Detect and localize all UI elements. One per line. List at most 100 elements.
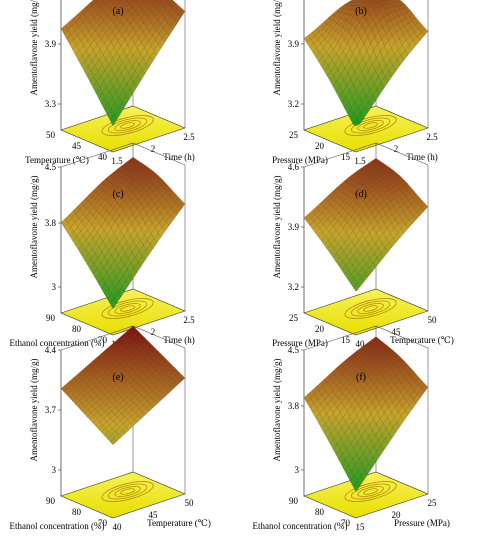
surface-cell xyxy=(112,90,120,103)
surface-cell xyxy=(343,2,352,6)
surface-cell xyxy=(112,362,120,370)
surface-cell xyxy=(117,285,126,298)
right-axis-tick-label: 1.5 xyxy=(354,156,366,166)
surface-cell xyxy=(357,399,366,410)
surface-cell xyxy=(112,51,120,64)
surface-cell xyxy=(349,363,357,370)
chart-panel-c: 4.5 3.8 3 70 80 90 Ethanol concentration (%) 1.… xyxy=(10,142,195,349)
right-axis-tick-label: 2 xyxy=(151,327,156,337)
surface-cell xyxy=(122,1,130,10)
surface-cell xyxy=(86,412,95,421)
surface-cell xyxy=(357,174,365,180)
right-axis-label: Time (h) xyxy=(163,152,194,162)
surface-cell xyxy=(353,11,361,20)
surface-cell xyxy=(104,287,112,300)
surface-cell xyxy=(111,286,119,299)
surface-cell xyxy=(309,221,317,230)
surface-cell xyxy=(101,97,109,110)
contour-line xyxy=(350,117,391,134)
surface-cell xyxy=(364,398,372,409)
surface-cell xyxy=(107,69,115,81)
right-axis-tick-label: 25 xyxy=(428,498,438,508)
surface-cell xyxy=(70,31,78,41)
surface-cell xyxy=(341,421,350,433)
surface-cell xyxy=(352,118,361,127)
surface-cell xyxy=(113,226,121,239)
surface-cell xyxy=(303,35,312,44)
surface-cell xyxy=(335,25,343,35)
surface-cell xyxy=(84,194,93,202)
left-axis-label: Temperature (℃) xyxy=(25,155,89,165)
right-axis-label: Time (h) xyxy=(163,335,194,345)
surface-cell xyxy=(121,66,129,79)
surface-cell xyxy=(342,182,351,189)
surface-cell xyxy=(315,52,323,62)
surface-cell xyxy=(91,363,100,371)
surface-cell xyxy=(76,10,85,20)
surface-cell xyxy=(120,40,128,52)
surface-cell xyxy=(317,395,325,405)
surface-cell xyxy=(95,422,103,430)
surface-cell xyxy=(348,369,356,377)
surface-cell xyxy=(109,232,117,245)
surface-cell xyxy=(111,248,119,261)
surface-cell xyxy=(351,351,360,358)
surface-cell xyxy=(106,42,115,54)
surface-cell xyxy=(309,43,317,53)
surface-cell xyxy=(116,166,125,172)
surface-cell xyxy=(317,213,325,222)
surface-cell xyxy=(366,451,374,464)
surface-cell xyxy=(82,18,90,28)
surface-cell xyxy=(344,9,352,15)
surface-cell xyxy=(93,70,101,82)
surface-cell xyxy=(329,200,337,209)
left-axis-tick-label: 40 xyxy=(98,152,108,162)
surface-cell xyxy=(66,227,74,237)
surface-cell xyxy=(321,423,329,434)
surface-cell xyxy=(314,32,323,41)
surface-cell xyxy=(344,102,352,114)
surface-cell xyxy=(351,58,359,73)
surface-cell xyxy=(321,60,329,72)
surface-cell xyxy=(115,242,123,255)
surface-cell xyxy=(99,184,108,192)
surface-cell xyxy=(338,91,346,103)
contour-line xyxy=(344,481,397,502)
surface-cell xyxy=(330,64,339,76)
surface-cell xyxy=(311,206,320,215)
surface-cell xyxy=(351,235,359,246)
surface-cell xyxy=(72,235,80,246)
surface-cell xyxy=(348,458,356,471)
surface-cell xyxy=(95,188,104,196)
surface-cell xyxy=(359,345,368,352)
surface-cell xyxy=(329,413,337,424)
surface-cell xyxy=(105,53,113,65)
surface-cell xyxy=(355,458,363,470)
surface-cell xyxy=(83,40,91,51)
z-tick-label: 3.8 xyxy=(45,218,57,228)
surface-cell xyxy=(85,22,93,32)
surface-cell xyxy=(163,0,170,4)
surface-cell xyxy=(112,186,120,194)
z-tick-label: 4.5 xyxy=(288,345,300,355)
left-axis-tick-label: 25 xyxy=(289,130,299,140)
surface-cell xyxy=(60,24,69,35)
surface-cell xyxy=(90,252,99,264)
surface-cell xyxy=(115,381,124,389)
surface-cell xyxy=(64,21,73,31)
surface-cell xyxy=(325,204,333,213)
surface-cell xyxy=(306,217,315,226)
surface-cell xyxy=(319,199,328,207)
surface-cell xyxy=(329,438,338,450)
surface-cell xyxy=(109,397,118,406)
surface-cell xyxy=(347,107,355,120)
surface-cell xyxy=(120,416,128,425)
surface-cell xyxy=(97,9,105,18)
surface-cell xyxy=(118,5,126,14)
surface-cell xyxy=(92,210,100,220)
surface-cell xyxy=(108,243,116,256)
surface-cell xyxy=(338,208,346,217)
left-axis-tick-label: 80 xyxy=(315,507,325,517)
left-axis-tick-label: 25 xyxy=(289,313,299,323)
surface-cell xyxy=(60,218,69,228)
